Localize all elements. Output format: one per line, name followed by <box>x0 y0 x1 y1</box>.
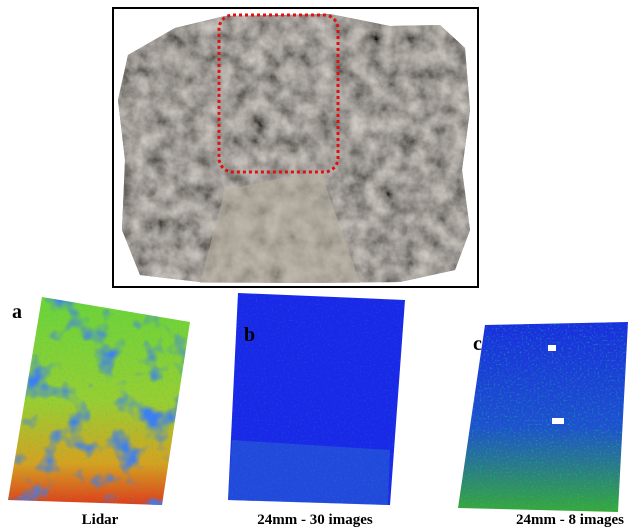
panel-letter: c <box>473 333 482 355</box>
panel-b: b 24mm - 30 images <box>228 293 405 528</box>
panel-caption: 24mm - 8 images <box>516 512 624 528</box>
photo-panel <box>113 8 478 287</box>
panel-c: c 24mm - 8 images <box>458 322 628 528</box>
deviation-speckle <box>458 322 628 512</box>
lidar-speckle <box>8 297 190 505</box>
panel-letter: b <box>244 324 255 346</box>
panel-caption: Lidar <box>82 512 119 528</box>
panel-caption: 24mm - 30 images <box>257 512 373 528</box>
gap <box>552 418 564 424</box>
gap <box>548 345 556 351</box>
panel-letter: a <box>12 301 22 323</box>
figure: a Lidar b 24mm - 30 images c 24mm - 8 im… <box>0 0 633 530</box>
panel-a: a Lidar <box>8 297 190 528</box>
